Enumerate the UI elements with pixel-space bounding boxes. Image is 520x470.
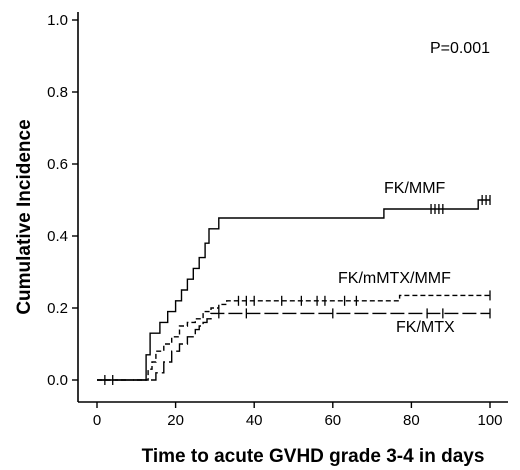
p-value-annotation: P=0.001 [430,40,490,57]
series-line-0 [97,199,490,381]
series-line-2 [97,312,490,381]
x-tick-label: 100 [477,412,502,429]
x-tick-label: 0 [93,412,101,429]
y-tick-label: 0.4 [47,228,68,245]
x-tick-label: 40 [246,412,263,429]
series-label-fk-mmf: FK/MMF [384,180,446,197]
series-label-fk-mmtx-mmf: FK/mMTX/MMF [338,270,451,287]
x-tick-label: 80 [403,412,420,429]
x-tick-label: 20 [167,412,184,429]
labels-layer: Time to acute GVHD grade 3-4 in days Cum… [14,40,490,467]
series-line-1 [97,294,490,381]
y-tick-label: 1.0 [47,12,68,29]
x-tick-label: 60 [324,412,341,429]
y-tick-label: 0.0 [47,372,68,389]
series-layer [97,195,491,385]
series-label-fk-mtx: FK/MTX [396,319,455,336]
y-tick-label: 0.6 [47,156,68,173]
y-tick-label: 0.8 [47,84,68,101]
axes: 0.0 0.2 0.4 0.6 0.8 1.0 0 20 40 60 80 100 [47,12,508,429]
x-axis-title: Time to acute GVHD grade 3-4 in days [142,446,485,467]
y-tick-label: 0.2 [47,300,68,317]
y-axis-title: Cumulative Incidence [14,119,35,314]
